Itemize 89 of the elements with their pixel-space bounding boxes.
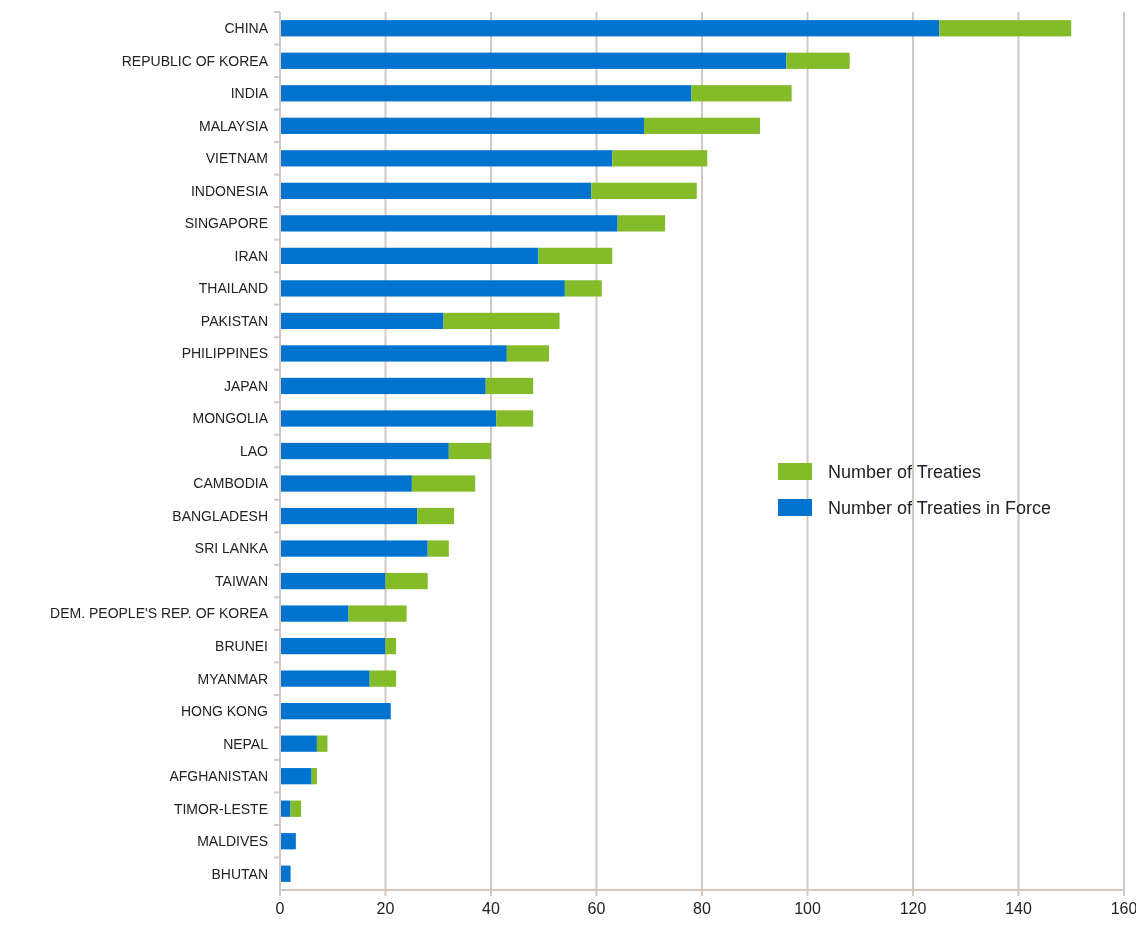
bar: [369, 670, 397, 687]
y-tick-label: PHILIPPINES: [181, 345, 268, 362]
y-tick-label: PAKISTAN: [200, 312, 268, 329]
bar: [280, 20, 940, 37]
bar: [280, 605, 349, 622]
y-tick-label: BHUTAN: [211, 865, 268, 882]
bar: [280, 215, 618, 232]
y-tick-label: SINGAPORE: [184, 215, 268, 232]
y-tick-label: BRUNEI: [215, 638, 268, 655]
bar: [617, 215, 666, 232]
bar: [538, 247, 613, 265]
bar: [591, 182, 697, 199]
y-tick-label: MONGOLIA: [192, 410, 269, 427]
bar: [280, 475, 412, 492]
bar: [280, 735, 317, 752]
bar: [280, 410, 497, 427]
x-tick-label: 80: [693, 900, 711, 917]
bar: [280, 280, 565, 297]
y-tick-label: SRI LANKA: [194, 540, 269, 557]
y-tick-label: TAIWAN: [215, 572, 268, 589]
bar: [280, 670, 370, 687]
y-tick-label: MALDIVES: [197, 833, 268, 850]
x-tick-label: 100: [794, 900, 821, 917]
y-tick-label: JAPAN: [223, 377, 268, 394]
bar: [385, 572, 428, 590]
bar: [485, 377, 534, 395]
bar: [280, 117, 644, 134]
bar: [385, 637, 397, 655]
y-tick-label: AFGHANISTAN: [169, 768, 268, 785]
x-tick-label: 120: [899, 900, 927, 917]
bar: [280, 312, 444, 330]
y-tick-label: THAILAND: [198, 280, 268, 297]
y-tick-label: DEM. PEOPLE'S REP. OF KOREA: [50, 605, 269, 622]
x-tick-label: 0: [275, 900, 285, 917]
bar: [411, 475, 476, 492]
bar: [280, 247, 539, 265]
y-tick-label: LAO: [239, 442, 269, 459]
x-tick-label: 160: [1110, 900, 1138, 917]
y-tick-label: INDIA: [230, 85, 269, 102]
bar: [311, 768, 317, 785]
y-tick-label: HONG KONG: [180, 703, 268, 720]
bar: [280, 800, 291, 817]
bar: [348, 605, 407, 622]
y-tick-label: NEPAL: [223, 735, 269, 752]
bar: [280, 85, 692, 102]
y-tick-label: MALAYSIA: [199, 117, 269, 134]
bar: [316, 735, 328, 752]
y-tick-label: MYANMAR: [197, 670, 268, 687]
bar: [280, 507, 418, 525]
bar: [280, 540, 428, 557]
bar: [280, 182, 592, 199]
y-tick-label: TIMOR-LESTE: [173, 800, 268, 817]
bar: [280, 377, 486, 395]
bar: [427, 540, 449, 557]
bar: [280, 833, 296, 850]
x-tick-label: 40: [482, 900, 500, 917]
y-tick-label: CAMBODIA: [193, 475, 269, 492]
y-tick-label: CHINA: [224, 20, 269, 37]
bar: [496, 410, 534, 427]
y-tick-label: INDONESIA: [190, 182, 269, 199]
bar: [443, 312, 560, 330]
bar: [643, 117, 761, 134]
bar: [564, 280, 602, 297]
legend-label: Number of Treaties in Force: [828, 498, 1052, 519]
bar: [280, 572, 386, 590]
x-tick-label: 140: [1005, 900, 1032, 917]
bar: [280, 637, 386, 655]
bar: [417, 507, 455, 525]
bar: [290, 800, 302, 817]
y-tick-label: REPUBLIC OF KOREA: [121, 52, 269, 69]
x-tick-label: 20: [376, 900, 395, 917]
bar: [280, 345, 507, 362]
bar: [448, 442, 491, 460]
bar: [506, 345, 550, 362]
bar: [280, 150, 613, 167]
y-tick-label: BANGLADESH: [172, 507, 268, 524]
bar: [612, 150, 708, 167]
y-tick-label: VIETNAM: [205, 150, 268, 167]
legend-label: Number of Treaties: [828, 462, 982, 483]
x-tick-label: 60: [587, 900, 606, 917]
bar: [786, 52, 850, 69]
bar: [280, 865, 291, 882]
bar: [939, 20, 1072, 37]
bar: [280, 768, 312, 785]
y-tick-label: IRAN: [234, 247, 268, 264]
bar: [280, 442, 449, 460]
bar: [691, 85, 792, 102]
bar: [280, 703, 391, 720]
bar: [280, 52, 787, 69]
